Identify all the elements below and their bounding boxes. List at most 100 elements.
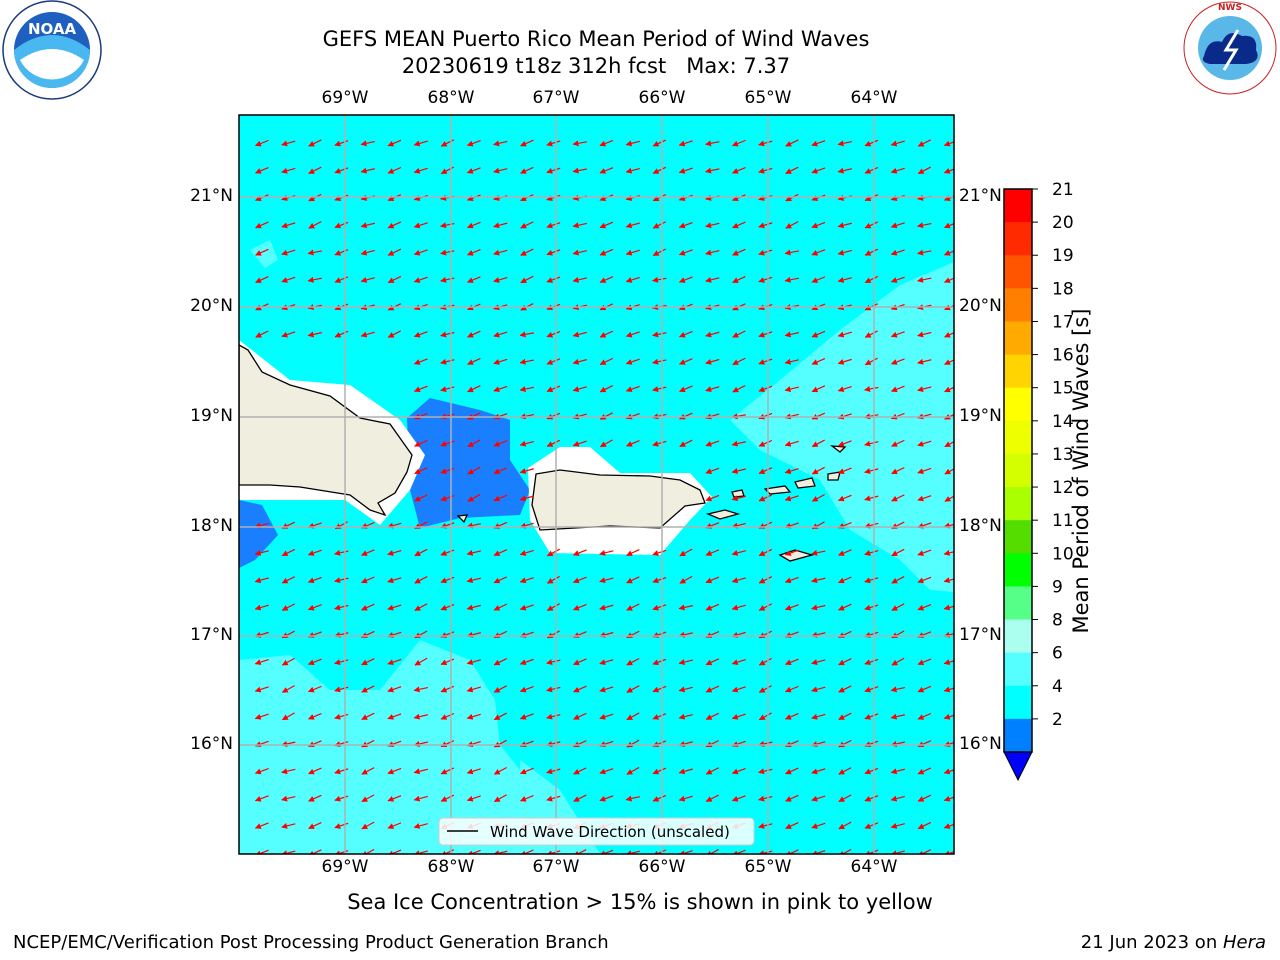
wind-wave-arrow: [334, 249, 349, 256]
wind-wave-arrow: [943, 168, 954, 174]
wind-wave-arrow: [281, 822, 296, 829]
wind-wave-arrow: [678, 358, 693, 365]
wind-wave-arrow: [652, 331, 667, 338]
wind-wave-arrow: [837, 467, 852, 474]
wind-wave-arrow: [334, 330, 349, 338]
wind-wave-arrow: [731, 550, 746, 556]
wind-wave-arrow: [891, 439, 905, 447]
wind-wave-arrow: [625, 276, 640, 283]
wind-wave-arrow: [254, 849, 269, 854]
wind-wave-arrow: [837, 331, 852, 338]
wind-wave-arrow: [493, 712, 507, 721]
wind-wave-arrow: [652, 248, 666, 256]
colorbar-tick-label: 16: [1052, 346, 1074, 366]
wind-wave-arrow: [413, 249, 428, 256]
wind-wave-arrow: [811, 249, 826, 256]
wind-wave-arrow: [254, 767, 269, 775]
wind-wave-arrow: [599, 385, 614, 393]
footer-left: NCEP/EMC/Verification Post Processing Pr…: [13, 932, 609, 953]
wind-wave-arrow: [837, 249, 852, 256]
wind-wave-arrow: [414, 548, 428, 557]
wind-wave-arrow: [546, 276, 561, 283]
wind-wave-arrow: [546, 249, 561, 256]
wind-wave-arrow: [387, 686, 402, 693]
wind-wave-arrow: [546, 850, 561, 854]
wind-wave-arrow: [758, 140, 773, 147]
wind-wave-arrow: [493, 685, 508, 693]
wind-wave-arrow: [625, 140, 640, 147]
colorbar-segment: [1004, 420, 1032, 455]
wind-wave-arrow: [493, 276, 508, 283]
chart-subtitle: 20230619 t18z 312h fcst Max: 7.37: [401, 54, 791, 78]
wind-wave-arrow: [652, 276, 667, 283]
chart-title: GEFS MEAN Puerto Rico Mean Period of Win…: [322, 27, 870, 51]
wind-wave-arrow: [837, 140, 852, 147]
wind-wave-arrow: [573, 685, 587, 693]
wind-wave-arrow: [281, 603, 296, 611]
wind-wave-arrow: [467, 276, 481, 283]
wind-wave-arrow: [943, 140, 954, 147]
wind-wave-arrow: [784, 276, 799, 283]
wind-wave-arrow: [731, 849, 746, 854]
lon-top-tick: 64°W: [850, 88, 898, 108]
colorbar-segment: [1004, 586, 1032, 621]
wind-wave-arrow: [944, 332, 954, 338]
wind-wave-arrow: [281, 276, 296, 283]
wind-wave-arrow: [652, 166, 667, 174]
wind-wave-arrow: [440, 276, 455, 283]
wind-wave-arrow: [413, 222, 428, 229]
wind-wave-arrow: [732, 221, 746, 229]
wind-wave-arrow: [758, 822, 773, 829]
wind-wave-arrow: [890, 768, 905, 775]
wind-wave-arrow: [811, 167, 826, 174]
wind-wave-arrow: [917, 821, 932, 830]
wind-wave-arrow: [493, 222, 508, 229]
wind-wave-arrow: [572, 276, 587, 283]
wind-wave-arrow: [784, 495, 799, 502]
wind-wave-arrow: [519, 767, 534, 775]
wind-wave-arrow: [361, 576, 375, 584]
wind-wave-arrow: [864, 330, 879, 338]
wind-wave-arrow: [943, 823, 954, 829]
wind-wave-arrow: [546, 713, 561, 720]
wind-wave-arrow: [917, 249, 932, 256]
wind-wave-arrow: [361, 603, 375, 611]
wind-wave-arrow: [466, 768, 481, 775]
wind-wave-arrow: [705, 603, 720, 611]
wind-wave-arrow: [758, 548, 773, 557]
wind-wave-arrow: [440, 495, 455, 502]
wind-wave-arrow: [413, 140, 428, 147]
footer-date: 21 Jun 2023 on: [1080, 932, 1223, 953]
wind-wave-arrow: [944, 359, 954, 365]
wind-wave-arrow: [705, 848, 719, 854]
wind-wave-arrow: [678, 249, 693, 256]
wind-wave-arrow: [546, 167, 561, 174]
wind-wave-arrow: [387, 577, 402, 584]
wind-wave-arrow: [864, 658, 879, 666]
wind-wave-arrow: [440, 658, 455, 666]
wind-wave-arrow: [334, 577, 349, 584]
wind-wave-arrow: [573, 794, 587, 802]
noaa-logo: NOAA: [2, 0, 102, 100]
colorbar-tick-label: 18: [1052, 279, 1074, 299]
wind-wave-arrow: [864, 468, 879, 474]
wind-wave-arrow: [890, 686, 905, 693]
wind-wave-arrow: [838, 821, 852, 830]
wind-wave-arrow: [281, 249, 296, 256]
wind-wave-arrow: [519, 331, 534, 338]
wind-wave-arrow: [917, 576, 932, 584]
colorbar-tick-label: 15: [1052, 379, 1074, 399]
wind-wave-arrow: [864, 221, 879, 229]
wind-wave-arrow: [758, 657, 772, 666]
wind-wave-arrow: [758, 385, 773, 393]
wind-wave-arrow: [546, 686, 561, 693]
wind-wave-arrow: [758, 768, 773, 775]
lon-top-tick: 66°W: [638, 88, 686, 108]
wind-wave-arrow: [255, 330, 269, 338]
wind-wave-arrow: [573, 658, 587, 666]
lon-top-tick: 69°W: [321, 88, 369, 108]
wind-wave-arrow: [705, 549, 720, 556]
wind-wave-arrow: [678, 140, 693, 147]
wind-wave-arrow: [943, 577, 954, 584]
wind-wave-arrow: [758, 795, 773, 802]
